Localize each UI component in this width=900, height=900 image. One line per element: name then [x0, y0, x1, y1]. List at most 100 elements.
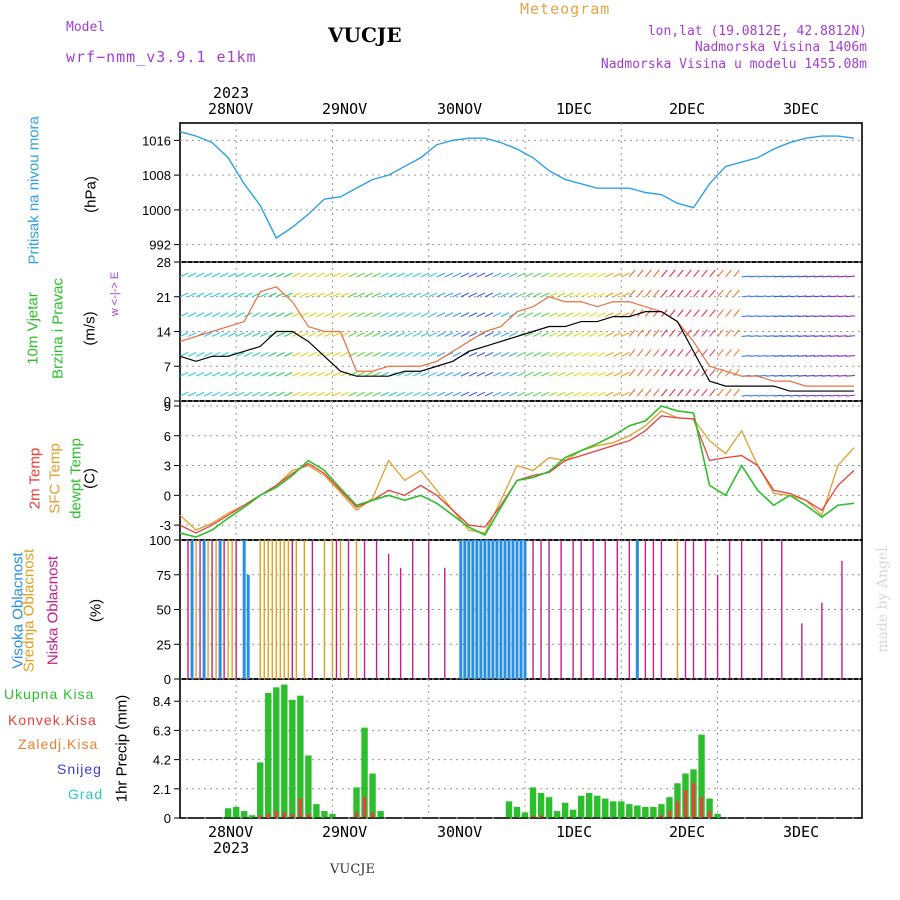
wind-arrow-404 — [636, 289, 644, 298]
wind-arrow-104 — [292, 272, 301, 278]
wind-arrow-32 — [211, 312, 221, 318]
wind-arrow-53 — [235, 312, 245, 318]
wind-arrow-146 — [340, 272, 349, 278]
wind-arrow-338 — [564, 352, 574, 357]
wind-arrow-107 — [300, 352, 309, 357]
wind-arrow-379 — [613, 371, 622, 377]
wind-arrow-432 — [669, 289, 676, 298]
wind-arrow-271 — [484, 292, 494, 298]
wind-arrow-325 — [548, 332, 558, 337]
wind-arrow-86 — [276, 352, 285, 357]
wind-arrow-332 — [556, 332, 566, 337]
wind-arrow-427 — [669, 388, 676, 397]
wind-arrow-395 — [628, 329, 636, 337]
wind-arrow-293 — [508, 272, 518, 278]
wind-arrow-479 — [725, 329, 732, 337]
wind-arrow-99 — [292, 371, 301, 377]
wind-arrow-81 — [268, 312, 277, 318]
temperature-series-1 — [179, 410, 855, 534]
wind-arrow-484 — [733, 368, 740, 377]
wind-arrow-429 — [669, 349, 676, 357]
wind-arrow-255 — [468, 332, 478, 337]
wind-arrow-11 — [187, 312, 197, 318]
wind-arrow-436 — [677, 349, 684, 357]
wind-arrow-392 — [628, 388, 636, 397]
wind-arrow-339 — [564, 332, 574, 337]
wind-arrow-0 — [179, 391, 189, 397]
wind-arrow-331 — [556, 352, 566, 357]
wind-arrow-414 — [652, 368, 660, 377]
wind-arrow-65 — [251, 352, 261, 357]
wind-arrow-279 — [492, 272, 502, 278]
wind-arrow-245 — [460, 391, 470, 397]
wind-arrow-273 — [492, 391, 502, 397]
wind-arrow-553 — [813, 394, 823, 397]
wind-arrow-288 — [508, 371, 518, 377]
wind-arrow-58 — [243, 352, 253, 357]
wind-arrow-161 — [364, 391, 373, 397]
wind-arrow-468 — [709, 269, 716, 278]
wind-arrow-342 — [564, 272, 574, 278]
wind-arrow-390 — [621, 292, 630, 298]
wind-arrow-242 — [452, 312, 462, 318]
wind-arrow-586 — [845, 295, 855, 298]
wind-arrow-393 — [628, 368, 636, 377]
wind-arrow-525 — [781, 394, 791, 397]
wind-arrow-480 — [725, 309, 732, 317]
bottom-year-label: 2023 — [213, 839, 250, 857]
top-day-3dec: 3DEC — [783, 100, 820, 118]
wind-arrow-322 — [548, 391, 558, 397]
wind-arrow-224 — [436, 391, 446, 397]
wind-arrow-130 — [324, 312, 333, 318]
wind-arrow-252 — [468, 391, 478, 397]
wind-arrow-455 — [701, 388, 708, 397]
wind-arrow-303 — [524, 352, 534, 357]
wind-arrow-144 — [340, 312, 349, 318]
wind-arrow-126 — [324, 391, 333, 397]
wind-arrow-73 — [260, 332, 269, 337]
wind-arrow-350 — [580, 391, 590, 397]
wind-arrow-373 — [605, 352, 614, 357]
precip-total-bar-5 — [265, 692, 272, 818]
wind-arrow-352 — [580, 352, 590, 357]
wind-arrow-153 — [348, 272, 357, 278]
wind-arrow-509 — [757, 295, 767, 298]
wind-arrow-569 — [829, 354, 839, 357]
wind-arrow-155 — [356, 371, 365, 377]
wind-arrow-90 — [276, 272, 285, 278]
wind-arrow-500 — [749, 335, 759, 338]
wind-arrow-117 — [308, 292, 317, 298]
wind-arrow-164 — [364, 332, 373, 337]
precip-total-bar-55 — [666, 797, 673, 818]
wind-arrow-309 — [532, 371, 542, 377]
wind-arrow-13 — [187, 272, 197, 278]
wind-arrow-46 — [227, 312, 237, 318]
precip-total-bar-41 — [553, 811, 561, 818]
wind-arrow-522 — [773, 315, 783, 318]
wind-arrow-176 — [380, 371, 389, 377]
precip-total-bar-16 — [353, 787, 360, 818]
wind-arrow-345 — [572, 352, 582, 357]
wind-arrow-447 — [685, 269, 692, 278]
wind-arrow-376 — [605, 292, 614, 298]
wind-arrow-516 — [765, 295, 775, 298]
wind-arrow-408 — [644, 349, 652, 357]
wind-arrow-35 — [219, 391, 229, 397]
wind-arrow-469 — [717, 388, 724, 397]
wind-arrow-136 — [332, 332, 341, 337]
wind-arrow-75 — [260, 292, 269, 298]
wind-arrow-535 — [789, 335, 799, 338]
wind-arrow-208 — [412, 292, 422, 298]
wind-arrow-165 — [364, 312, 373, 318]
wind-arrow-43 — [227, 371, 237, 377]
wind-arrow-30 — [211, 352, 221, 357]
precip-total-bar-56 — [674, 783, 681, 818]
wind-arrow-10 — [187, 332, 197, 337]
wind-arrow-547 — [805, 374, 815, 377]
wind-arrow-36 — [219, 371, 229, 377]
precip-total-bar-6 — [273, 687, 280, 818]
wind-arrow-441 — [685, 388, 692, 397]
wind-arrow-287 — [508, 391, 518, 397]
wind-arrow-539 — [797, 394, 807, 397]
pressure-ytick-label-1: 1000 — [142, 203, 171, 218]
